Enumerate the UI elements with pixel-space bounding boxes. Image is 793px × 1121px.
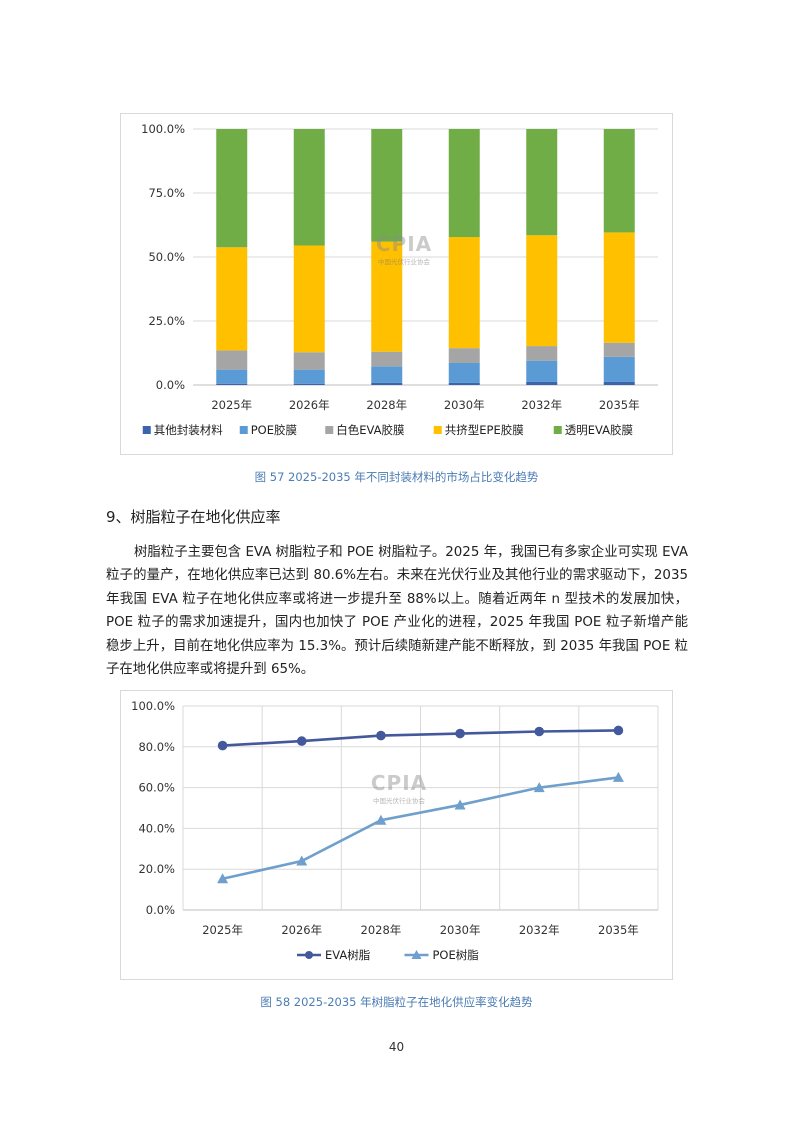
legend-label: 共挤型EPE胶膜 — [445, 423, 524, 437]
y-tick-label: 80.0% — [138, 740, 175, 754]
x-tick-label: 2025年 — [202, 923, 243, 937]
data-point — [613, 725, 624, 736]
bar-segment — [448, 348, 480, 363]
bar-segment — [526, 381, 558, 385]
bar-segment — [448, 382, 480, 385]
bar-segment — [293, 352, 325, 370]
bar-segment — [603, 342, 635, 357]
x-tick-label: 2035年 — [598, 923, 639, 937]
chart-line: 0.0% 20.0% 40.0% 60.0% 80.0% 100.0% 2025年 2026年… — [120, 690, 673, 980]
legend-label: POE树脂 — [433, 948, 479, 962]
bar-segment — [371, 366, 403, 383]
page-number: 40 — [388, 1040, 405, 1054]
legend-label: EVA树脂 — [325, 948, 370, 962]
data-point — [296, 736, 307, 746]
data-point — [533, 782, 545, 793]
legend-label: POE胶膜 — [251, 423, 297, 437]
x-tick-label: 2028年 — [366, 398, 407, 412]
figure-caption-58: 图 58 2025-2035 年树脂粒子在地化供应率变化趋势 — [260, 995, 533, 1009]
bar-segment — [371, 351, 403, 367]
legend-marker — [305, 951, 313, 959]
bar-segment — [603, 381, 635, 385]
bar-segment — [293, 369, 325, 384]
bar-segment — [216, 129, 248, 248]
data-point — [455, 728, 465, 739]
series-line — [222, 776, 619, 881]
legend-swatch — [142, 426, 151, 434]
bar-segment — [526, 346, 558, 361]
bar-segment — [216, 369, 248, 384]
y-tick-label: 100.0% — [141, 122, 185, 136]
x-tick-label: 2030年 — [444, 398, 485, 412]
x-tick-label: 2030年 — [440, 923, 481, 937]
bar-segment — [293, 383, 325, 385]
chart-stacked-bar: 0.0% 25.0% 50.0% 75.0% 100.0% 2025年 2026年 2028年… — [120, 113, 673, 455]
data-point — [296, 855, 308, 866]
data-point — [376, 730, 386, 741]
data-point — [612, 771, 624, 782]
body-paragraph: 树脂粒子主要包含 EVA 树脂粒子和 POE 树脂粒子。2025 年，我国已有多… — [106, 545, 688, 678]
data-point — [534, 726, 545, 737]
legend-label: 透明EVA胶膜 — [565, 423, 633, 437]
legend-label: 其他封装材料 — [154, 423, 223, 437]
data-point — [454, 799, 466, 810]
section-heading: 9、树脂粒子在地化供应率 — [106, 508, 281, 526]
legend-swatch — [239, 426, 248, 434]
y-tick-label: 40.0% — [138, 821, 175, 835]
bar-segment — [603, 129, 635, 233]
legend-swatch — [433, 426, 442, 434]
stacked-bar-svg: 0.0% 25.0% 50.0% 75.0% 100.0% 2025年 2026年 2028年… — [141, 122, 658, 437]
data-point — [217, 740, 228, 751]
legend-swatch — [553, 426, 562, 434]
x-tick-label: 2026年 — [289, 398, 330, 412]
bar-segment — [293, 245, 325, 353]
bar-segment — [448, 362, 480, 383]
bar-segment — [371, 129, 403, 242]
y-tick-label: 50.0% — [148, 250, 185, 264]
legend-marker — [411, 950, 422, 959]
bar-segment — [603, 356, 635, 382]
y-tick-label: 20.0% — [138, 862, 175, 876]
bar-segment — [526, 360, 558, 382]
y-tick-label: 100.0% — [131, 699, 175, 713]
series-line — [222, 729, 619, 747]
y-tick-label: 60.0% — [138, 781, 175, 795]
bar-segment — [216, 247, 248, 351]
bar-segment — [216, 350, 248, 370]
y-tick-label: 25.0% — [148, 314, 185, 328]
bar-segment — [526, 129, 558, 236]
y-tick-label: 75.0% — [148, 186, 185, 200]
x-tick-label: 2035年 — [599, 398, 640, 412]
x-tick-label: 2032年 — [519, 923, 560, 937]
y-tick-label: 0.0% — [146, 903, 175, 917]
x-tick-label: 2025年 — [211, 398, 252, 412]
bar-segment — [603, 232, 635, 343]
bar-segment — [216, 383, 248, 385]
x-tick-label: 2032年 — [521, 398, 562, 412]
bar-segment — [371, 241, 403, 352]
bar-segment — [448, 129, 480, 238]
legend-label: 白色EVA胶膜 — [336, 423, 404, 437]
figure-caption-57: 图 57 2025-2035 年不同封装材料的市场占比变化趋势 — [254, 470, 539, 484]
x-tick-label: 2028年 — [361, 923, 402, 937]
legend-swatch — [325, 426, 334, 434]
bar-segment — [526, 235, 558, 347]
data-point — [375, 814, 387, 825]
y-tick-label: 0.0% — [156, 378, 185, 392]
bar-segment — [448, 237, 480, 349]
bar-segment — [293, 129, 325, 246]
bar-segment — [371, 382, 403, 385]
x-tick-label: 2026年 — [281, 923, 322, 937]
line-chart-svg: 0.0% 20.0% 40.0% 60.0% 80.0% 100.0% 2025年 2026年… — [131, 699, 659, 962]
data-point — [217, 873, 229, 884]
